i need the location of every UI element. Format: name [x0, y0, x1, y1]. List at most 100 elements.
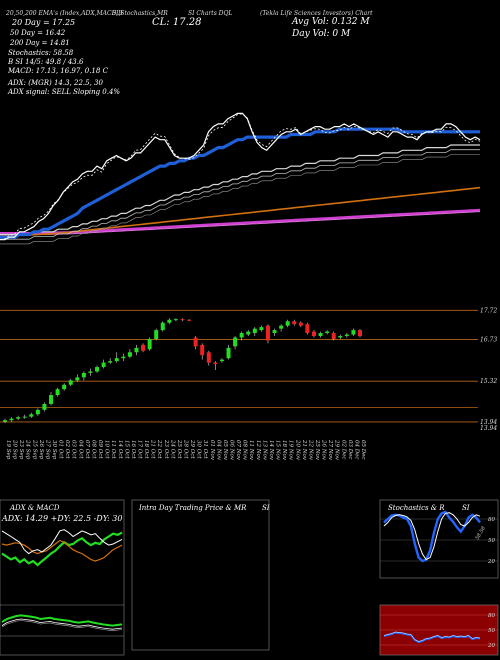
date-label-1: 20 Sep	[12, 439, 18, 460]
price-label-3: 13.94	[480, 419, 497, 426]
date-label-11: 04 Oct	[77, 440, 83, 459]
macd-signal	[1, 618, 123, 630]
date-label-33: 05 Nov	[222, 440, 228, 461]
candle-body-26	[173, 319, 178, 321]
date-label-25: 24 Oct	[169, 439, 175, 459]
date-label-50: 29 Nov	[334, 439, 340, 461]
intraday-box	[131, 499, 270, 651]
candle-body-20	[134, 347, 139, 353]
date-label-24: 23 Oct	[163, 439, 169, 459]
candle-body-2	[16, 417, 21, 419]
candle-body-0	[3, 420, 7, 422]
header-title-3: SI Charts DQL	[188, 10, 232, 17]
stoch-lines: 80 50 20	[380, 510, 498, 565]
series-rsi-overlay	[383, 631, 481, 642]
candle-gridlines	[0, 309, 478, 423]
date-label-20: 17 Oct	[136, 440, 142, 459]
date-label-16: 11 Oct	[110, 440, 116, 459]
price-label-4: 13.94	[480, 425, 497, 432]
series-signal-dotted	[0, 113, 481, 241]
date-label-6: 27 Sep	[44, 439, 50, 460]
header-title-1: 20,50,200 EMA's (Index,ADX,MACD,B	[5, 10, 123, 17]
date-label-10: 03 Oct	[71, 440, 77, 459]
date-label-4: 25 Sep	[31, 439, 37, 460]
stoch-box	[379, 499, 499, 579]
candle-body-28	[187, 319, 192, 321]
rsi-tick-0: 80	[488, 613, 495, 619]
candle-body-9	[62, 384, 67, 390]
candle-body-6	[42, 403, 47, 410]
candle-body-36	[239, 333, 244, 338]
date-label-14: 09 Oct	[97, 440, 103, 459]
candle-body-11	[75, 377, 80, 381]
series-ema20	[0, 127, 480, 239]
series-ema50-band-2	[0, 154, 480, 245]
date-label-15: 10 Oct	[104, 440, 110, 459]
candle-body-4	[29, 414, 34, 417]
candle-body-39	[259, 327, 264, 331]
date-label-19: 16 Oct	[130, 440, 136, 459]
stat-adx-signal: ADX signal: SELL Sloping 0.4%	[7, 88, 120, 96]
date-label-39: 13 Nov	[261, 440, 267, 461]
day-volume: Day Vol: 0 M	[291, 29, 351, 39]
candle-body-19	[127, 352, 132, 357]
date-label-32: 04 Nov	[215, 440, 221, 461]
date-label-0: 19 Sep	[5, 440, 11, 460]
stoch-title: Stochastics & R	[388, 504, 445, 512]
candle-body-54	[358, 330, 362, 337]
date-label-26: 25 Oct	[176, 439, 182, 459]
date-label-8: 01 Oct	[58, 440, 64, 459]
rsi-lines: 80 50 20	[380, 613, 498, 649]
date-label-30: 31 Oct	[202, 440, 208, 459]
date-label-42: 18 Nov	[281, 440, 287, 461]
date-label-51: 02 Dec	[340, 440, 346, 460]
candle-body-17	[114, 358, 119, 362]
date-label-34: 06 Nov	[229, 440, 235, 461]
candle-body-46	[305, 324, 310, 334]
date-label-3: 24 Sep	[25, 439, 31, 460]
candle-body-53	[351, 330, 356, 335]
candle-body-10	[68, 380, 73, 385]
avg-volume: Avg Vol: 0.132 M	[291, 17, 370, 27]
rsi-tick-2: 20	[487, 643, 495, 649]
price-label-0: 17.72	[480, 307, 497, 314]
candle-body-23	[154, 330, 159, 339]
series-ema50	[0, 144, 480, 236]
series-stoch-fast	[383, 510, 481, 563]
candle-body-45	[298, 322, 303, 326]
adx-lines	[1, 529, 123, 567]
stat-rsi: B SI 14/5: 49.8 / 43.6	[7, 58, 84, 66]
adx-box	[0, 499, 125, 656]
candlestick-panel	[3, 318, 362, 424]
candle-body-51	[338, 336, 343, 338]
candle-body-44	[292, 321, 297, 325]
date-axis: 19 Sep 20 Sep 23 Sep 24 Sep 25 Sep 26 Sep 27 S…	[5, 439, 366, 461]
series-ema200-band	[0, 211, 481, 236]
date-label-21: 18 Oct	[143, 440, 149, 459]
close-price: CL: 17.28	[152, 17, 201, 28]
date-label-29: 30 Oct	[196, 440, 202, 459]
candle-body-12	[81, 372, 86, 378]
date-label-2: 23 Sep	[18, 439, 24, 460]
candle-body-35	[233, 337, 238, 347]
date-label-40: 14 Nov	[268, 440, 274, 461]
candle-body-27	[180, 319, 185, 321]
date-label-7: 30 Sep	[51, 440, 57, 460]
candle-body-3	[22, 416, 27, 418]
series-ema100	[0, 186, 481, 237]
candle-body-40	[265, 325, 270, 341]
macd-lines	[0, 604, 124, 637]
candle-body-24	[160, 322, 165, 331]
candle-body-5	[35, 409, 40, 415]
price-label-2: 15.32	[480, 378, 497, 385]
intraday-suffix: SI	[262, 504, 270, 512]
series-adx_green	[1, 531, 123, 567]
candle-body-32	[213, 362, 218, 365]
date-label-54: 05 Dec	[360, 440, 366, 460]
intraday-title: Intra Day Trading Price & MR	[138, 504, 247, 512]
date-label-35: 07 Nov	[235, 440, 241, 461]
rsi-panel: 80 50 20	[379, 604, 499, 656]
